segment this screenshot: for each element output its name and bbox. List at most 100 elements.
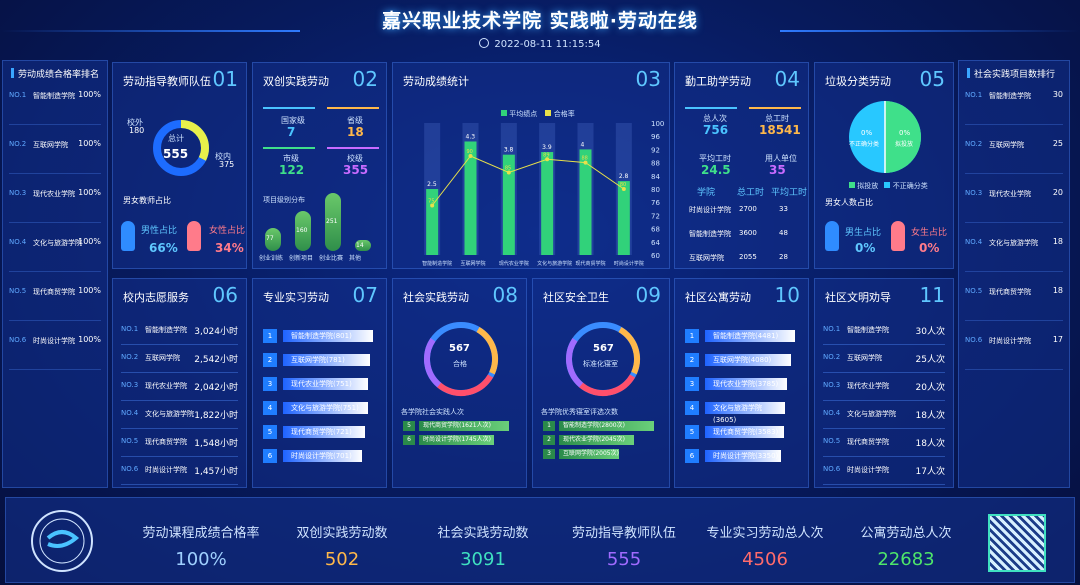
list-value: 1,548小时 bbox=[194, 439, 238, 449]
line-point bbox=[430, 203, 435, 208]
work-study-cell: 智能制造学院 bbox=[689, 230, 731, 238]
right-ranking-title: 社会实践项目数排行 bbox=[967, 67, 1055, 80]
national-label: 国家级 bbox=[281, 116, 305, 125]
list-no: NO.5 bbox=[823, 437, 841, 445]
rank-no: NO.5 bbox=[9, 287, 27, 295]
teacher-donut bbox=[153, 120, 209, 176]
bar-fill: 智能制造学院(4481) bbox=[705, 330, 796, 342]
stat-value: 4506 bbox=[742, 549, 788, 570]
panel-title: 垃圾分类劳动 bbox=[825, 75, 891, 88]
list-no: NO.2 bbox=[121, 353, 139, 361]
list-name: 智能制造学院 bbox=[847, 326, 889, 334]
rank-name: 时尚设计学院 bbox=[33, 337, 75, 345]
work-study-panel: 勤工助学劳动 04 总人次 756 总工时 18541 平均工时 24.5 用人… bbox=[674, 62, 809, 269]
list-no: NO.1 bbox=[121, 325, 139, 333]
stat-label: 社会实践劳动数 bbox=[437, 526, 529, 541]
rank-value: 100% bbox=[78, 139, 101, 148]
bar-value-label: 2.5 bbox=[427, 181, 437, 188]
rank-value: 100% bbox=[78, 188, 101, 197]
page-title: 嘉兴职业技术学院 实践啦·劳动在线 bbox=[382, 10, 698, 32]
garbage-panel: 垃圾分类劳动 05 0% 不正确分类 0% 拟投放 拟投放 不正确分类 男女人数… bbox=[814, 62, 954, 269]
project-column bbox=[325, 193, 341, 251]
rank-name: 时尚设计学院 bbox=[989, 337, 1031, 345]
work-study-cell: 33 bbox=[779, 205, 788, 213]
summary-stat: 公寓劳动总人次 22683 bbox=[836, 522, 976, 570]
out-label: 校外 bbox=[127, 118, 143, 127]
bar-item: 4 文化与旅游学院(3605) bbox=[685, 401, 798, 424]
avg-hours-value: 24.5 bbox=[701, 163, 731, 177]
ranking-row: NO.5 现代商贸学院 18 bbox=[965, 281, 1063, 321]
total-hours-label: 总工时 bbox=[765, 114, 789, 123]
safety-ring bbox=[566, 322, 640, 397]
bar-fill: 现代农业学院(751) bbox=[283, 378, 368, 390]
project-column-label: 创业训练 bbox=[259, 255, 284, 262]
employer-label: 用人单位 bbox=[765, 154, 797, 163]
th-hours: 总工时 bbox=[737, 188, 765, 198]
left-ranking-title: 劳动成绩合格率排名 bbox=[11, 67, 99, 80]
bar-fill: 现代商贸学院(3583) bbox=[705, 426, 784, 438]
list-no: NO.1 bbox=[823, 325, 841, 333]
province-label: 省级 bbox=[347, 116, 363, 125]
female-value: 0% bbox=[919, 241, 940, 255]
bar-index: 5 bbox=[685, 425, 699, 439]
bar-fill: 现代商贸学院(721) bbox=[283, 426, 365, 438]
row-index: 2 bbox=[543, 435, 555, 445]
male-icon bbox=[121, 221, 135, 251]
work-study-cell: 2700 bbox=[739, 205, 757, 213]
grade-chart: 60 64 68 72 76 80 84 88 92 96 100 2.5 智能制造学院 4.3 互联网学院… bbox=[422, 120, 664, 267]
stat-value: 555 bbox=[606, 549, 642, 570]
project-column bbox=[295, 211, 311, 251]
stat-label: 劳动课程成绩合格率 bbox=[142, 526, 260, 541]
stat-value: 22683 bbox=[877, 549, 935, 570]
project-column bbox=[355, 240, 371, 251]
total-label: 总计 bbox=[168, 134, 184, 143]
row-bar: 现代商贸学院(1621人次) bbox=[419, 421, 509, 431]
list-item: NO.1 智能制造学院 30人次 bbox=[823, 321, 945, 345]
rank-no: NO.3 bbox=[965, 189, 983, 197]
panel-title: 专业实习劳动 bbox=[263, 291, 329, 304]
left-ranking-panel: 劳动成绩合格率排名 NO.1 智能制造学院 100% NO.2 互联网学院 100% NO.… bbox=[2, 60, 108, 488]
project-column-value: 14 bbox=[356, 241, 364, 249]
province-value: 18 bbox=[347, 125, 364, 139]
panel-number: 10 bbox=[774, 283, 800, 307]
rank-no: NO.1 bbox=[965, 91, 983, 99]
right-ranking-panel: 社会实践项目数排行 NO.1 智能制造学院 30 NO.2 互联网学院 25 NO.3 现代农… bbox=[958, 60, 1070, 488]
qr-code-icon[interactable] bbox=[988, 514, 1046, 572]
rank-name: 智能制造学院 bbox=[33, 92, 75, 100]
list-value: 18人次 bbox=[915, 411, 945, 421]
list-no: NO.3 bbox=[823, 381, 841, 389]
line-series bbox=[431, 155, 625, 206]
ranking-row: NO.2 互联网学院 25 bbox=[965, 134, 1063, 174]
pie-label-2b: 拟投放 bbox=[895, 141, 914, 148]
project-column-value: 160 bbox=[296, 227, 308, 235]
pie-legend: 拟投放 不正确分类 bbox=[849, 181, 928, 191]
ranking-row: NO.1 智能制造学院 30 bbox=[965, 85, 1063, 125]
rank-name: 智能制造学院 bbox=[989, 92, 1031, 100]
th-avg: 平均工时 bbox=[771, 188, 808, 198]
th-college: 学院 bbox=[697, 188, 716, 198]
panel-number: 02 bbox=[352, 67, 378, 91]
bar-index: 5 bbox=[263, 425, 277, 439]
ratio-title: 男女人数占比 bbox=[825, 198, 873, 207]
rank-no: NO.4 bbox=[965, 238, 983, 246]
practice-ring bbox=[423, 322, 498, 397]
bar-item: 4 文化与旅游学院(751) bbox=[263, 401, 376, 415]
x-tick-label: 文化与旅游学院 bbox=[537, 260, 572, 267]
list-no: NO.4 bbox=[121, 409, 139, 417]
clock: 2022-08-11 11:15:54 bbox=[0, 38, 1080, 50]
stat-label: 劳动指导教师队伍 bbox=[571, 526, 676, 541]
bar-index: 4 bbox=[263, 401, 277, 415]
bar-index: 1 bbox=[263, 329, 277, 343]
female-icon bbox=[187, 221, 201, 251]
chart-bar bbox=[502, 154, 515, 255]
bar-fill: 文化与旅游学院(3605) bbox=[705, 402, 785, 424]
school-label: 校级 bbox=[347, 154, 363, 163]
list-value: 18人次 bbox=[915, 439, 945, 449]
bar-index: 3 bbox=[685, 377, 699, 391]
list-name: 现代商贸学院 bbox=[847, 438, 889, 446]
panel-number: 06 bbox=[212, 283, 238, 307]
work-study-cell: 3600 bbox=[739, 229, 757, 237]
rank-value: 100% bbox=[78, 90, 101, 99]
row-bar: 互联网学院(2005次) bbox=[559, 449, 619, 459]
bar-item: 3 现代农业学院(751) bbox=[263, 377, 376, 391]
